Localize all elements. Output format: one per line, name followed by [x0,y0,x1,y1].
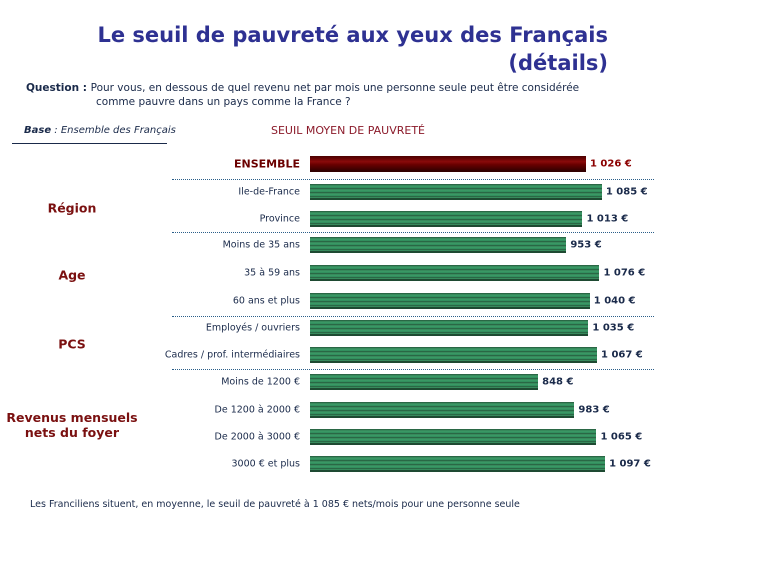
group-separator [172,369,654,370]
base: Base : Ensemble des Français [24,125,176,136]
value-label: 983 € [578,404,610,416]
group-label: Revenus mensuels nets du foyer [6,410,138,440]
value-label: 953 € [570,239,602,251]
group-separator [172,179,654,180]
bar [310,265,600,281]
question-line2: comme pauvre dans un pays comme la Franc… [96,96,351,108]
bar [310,184,602,200]
category-label: Employés / ouvriers [205,322,300,334]
group-separator [172,316,654,317]
bar [310,402,575,418]
category-label: Cadres / prof. intermédiaires [164,349,300,361]
value-label: 1 013 € [586,213,629,225]
category-label: ENSEMBLE [233,157,300,171]
question-colon: : [79,82,91,94]
value-label: 848 € [542,376,574,388]
category-label: Province [259,213,300,225]
category-label: 35 à 59 ans [244,267,300,279]
category-label: Ile-de-France [238,186,300,198]
title-line1: Le seuil de pauvreté aux yeux des França… [97,23,608,47]
bar [310,211,583,227]
value-label: 1 076 € [603,267,646,279]
question: Question : Pour vous, en dessous de quel… [26,82,579,94]
category-label: 60 ans et plus [232,295,300,307]
group-label: Age [58,267,86,283]
bar [310,347,598,363]
bar [310,320,589,336]
value-label: 1 097 € [609,458,651,470]
base-underline [12,143,167,144]
category-label: Moins de 1200 € [221,376,300,388]
group-label: Région [47,200,97,215]
base-label: Base [24,125,52,136]
value-label: 1 040 € [593,295,636,307]
bar [310,429,597,445]
base-text: : Ensemble des Français [51,125,176,136]
question-label: Question [26,82,80,94]
title-line2: (détails) [508,51,608,75]
value-label: 1 067 € [601,349,643,361]
value-label: 1 065 € [600,431,643,443]
value-label: 1 026 € [589,158,632,170]
chart-title: SEUIL MOYEN DE PAUVRETÉ [271,124,426,137]
value-label: 1 035 € [592,322,635,334]
question-line1: Pour vous, en dessous de quel revenu net… [90,82,580,94]
bar [310,456,606,472]
category-label: Moins de 35 ans [222,239,300,251]
category-label: 3000 € et plus [231,458,301,470]
bar [310,374,539,390]
bar [310,293,590,309]
category-label: De 2000 à 3000 € [214,431,300,443]
group-separator [172,232,654,233]
group-label: PCS [58,336,86,351]
value-label: 1 085 € [605,186,648,198]
category-label: De 1200 à 2000 € [214,404,300,416]
bar [310,237,567,253]
bar [310,156,586,172]
footnote: Les Franciliens situent, en moyenne, le … [30,499,520,510]
